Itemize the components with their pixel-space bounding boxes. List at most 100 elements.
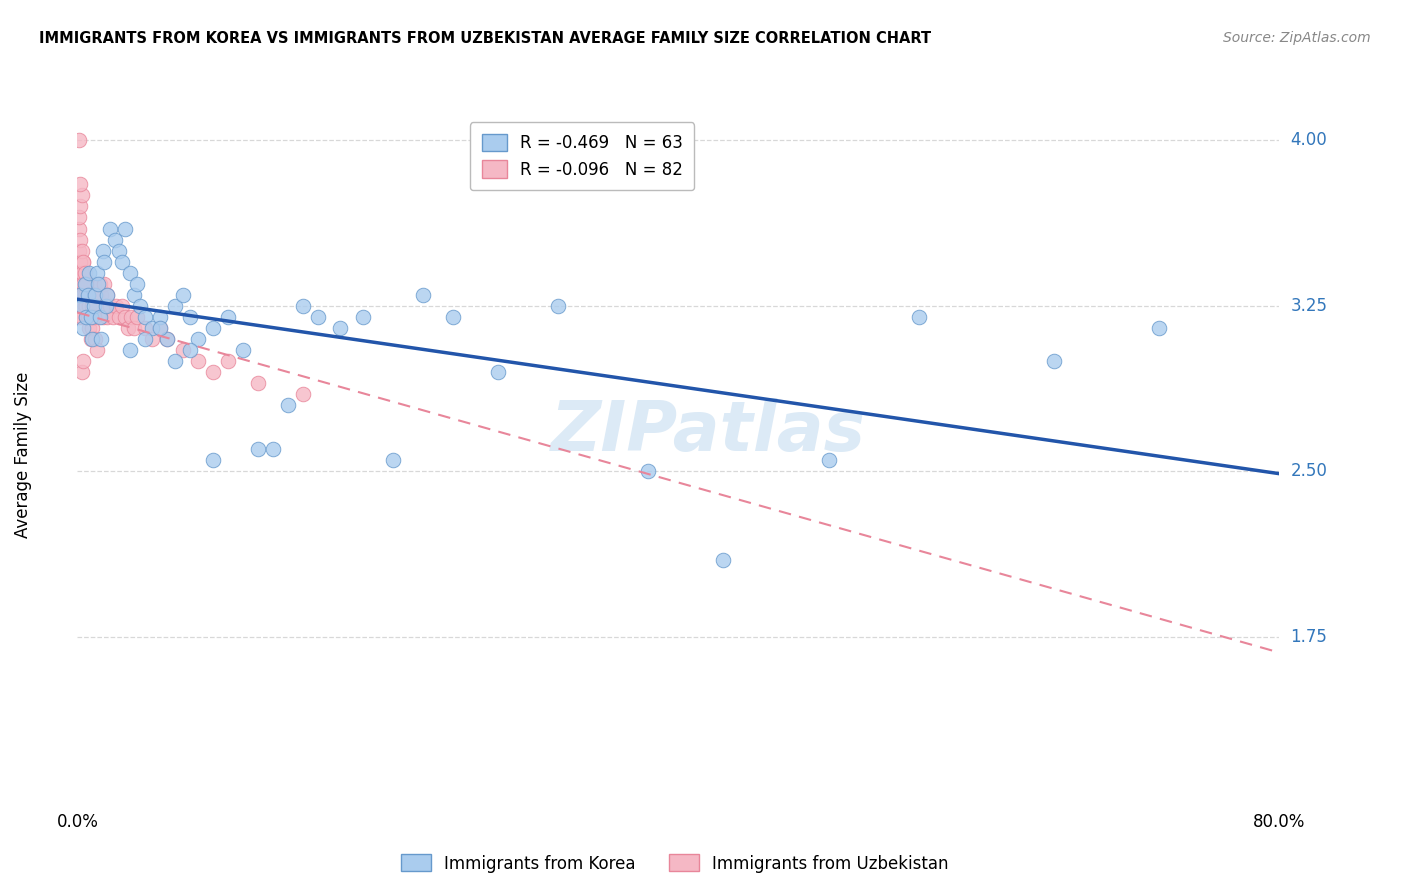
Point <box>141 321 163 335</box>
Legend: R = -0.469   N = 63, R = -0.096   N = 82: R = -0.469 N = 63, R = -0.096 N = 82 <box>470 122 695 190</box>
Text: IMMIGRANTS FROM KOREA VS IMMIGRANTS FROM UZBEKISTAN AVERAGE FAMILY SIZE CORRELAT: IMMIGRANTS FROM KOREA VS IMMIGRANTS FROM… <box>39 31 932 46</box>
Point <box>96 310 118 324</box>
Point <box>100 299 122 313</box>
Point <box>72 254 94 268</box>
Point <box>80 299 103 313</box>
Point <box>79 266 101 280</box>
Point <box>67 221 90 235</box>
Point <box>80 332 103 346</box>
Point <box>117 321 139 335</box>
Point <box>87 310 110 324</box>
Point <box>120 310 142 324</box>
Point <box>90 332 112 346</box>
Point <box>70 266 93 280</box>
Point <box>86 266 108 280</box>
Point <box>201 453 224 467</box>
Point <box>91 310 114 324</box>
Point <box>172 287 194 301</box>
Point <box>79 287 101 301</box>
Point <box>201 321 224 335</box>
Point <box>108 310 131 324</box>
Point <box>127 277 149 291</box>
Point <box>70 365 93 379</box>
Point <box>76 287 98 301</box>
Text: Source: ZipAtlas.com: Source: ZipAtlas.com <box>1223 31 1371 45</box>
Point <box>75 299 97 313</box>
Point <box>291 299 314 313</box>
Point <box>73 287 96 301</box>
Point <box>908 310 931 324</box>
Point <box>72 354 94 368</box>
Point <box>70 266 93 280</box>
Point <box>217 354 239 368</box>
Point <box>124 321 146 335</box>
Point <box>83 299 105 313</box>
Point <box>1149 321 1171 335</box>
Point <box>69 299 91 313</box>
Point <box>134 321 156 335</box>
Point <box>67 287 90 301</box>
Point <box>277 398 299 412</box>
Text: 1.75: 1.75 <box>1291 628 1327 646</box>
Point <box>70 244 93 258</box>
Point <box>262 442 284 457</box>
Point <box>149 321 172 335</box>
Point <box>69 233 91 247</box>
Point <box>118 343 141 357</box>
Point <box>104 233 127 247</box>
Point <box>69 199 91 213</box>
Point <box>73 299 96 313</box>
Text: 3.25: 3.25 <box>1291 297 1327 315</box>
Text: 4.00: 4.00 <box>1291 131 1327 149</box>
Point <box>307 310 329 324</box>
Point <box>87 277 110 291</box>
Point <box>73 277 96 291</box>
Point <box>83 277 105 291</box>
Point <box>486 365 509 379</box>
Point <box>67 133 90 147</box>
Point <box>352 310 374 324</box>
Point <box>127 310 149 324</box>
Point <box>96 287 118 301</box>
Point <box>75 310 97 324</box>
Point <box>246 376 269 391</box>
Point <box>134 332 156 346</box>
Point <box>79 299 101 313</box>
Point <box>713 553 735 567</box>
Point <box>79 321 101 335</box>
Point <box>329 321 352 335</box>
Point <box>69 254 91 268</box>
Point <box>89 277 111 291</box>
Point <box>134 310 156 324</box>
Point <box>70 299 93 313</box>
Point <box>441 310 464 324</box>
Point <box>186 354 209 368</box>
Point <box>93 277 115 291</box>
Point <box>72 254 94 268</box>
Point <box>79 310 101 324</box>
Point <box>73 266 96 280</box>
Point <box>86 343 108 357</box>
Point <box>84 287 107 301</box>
Point <box>96 287 118 301</box>
Point <box>381 453 404 467</box>
Point <box>84 299 107 313</box>
Point <box>80 310 103 324</box>
Point <box>76 299 98 313</box>
Point <box>83 310 105 324</box>
Point <box>72 277 94 291</box>
Point <box>186 332 209 346</box>
Point <box>94 299 117 313</box>
Point <box>201 365 224 379</box>
Point <box>149 321 172 335</box>
Point <box>82 299 104 313</box>
Point <box>82 332 104 346</box>
Point <box>84 332 107 346</box>
Point <box>129 299 152 313</box>
Point <box>76 310 98 324</box>
Point <box>149 310 172 324</box>
Point <box>156 332 179 346</box>
Point <box>75 287 97 301</box>
Text: 2.50: 2.50 <box>1291 462 1327 481</box>
Point <box>163 354 186 368</box>
